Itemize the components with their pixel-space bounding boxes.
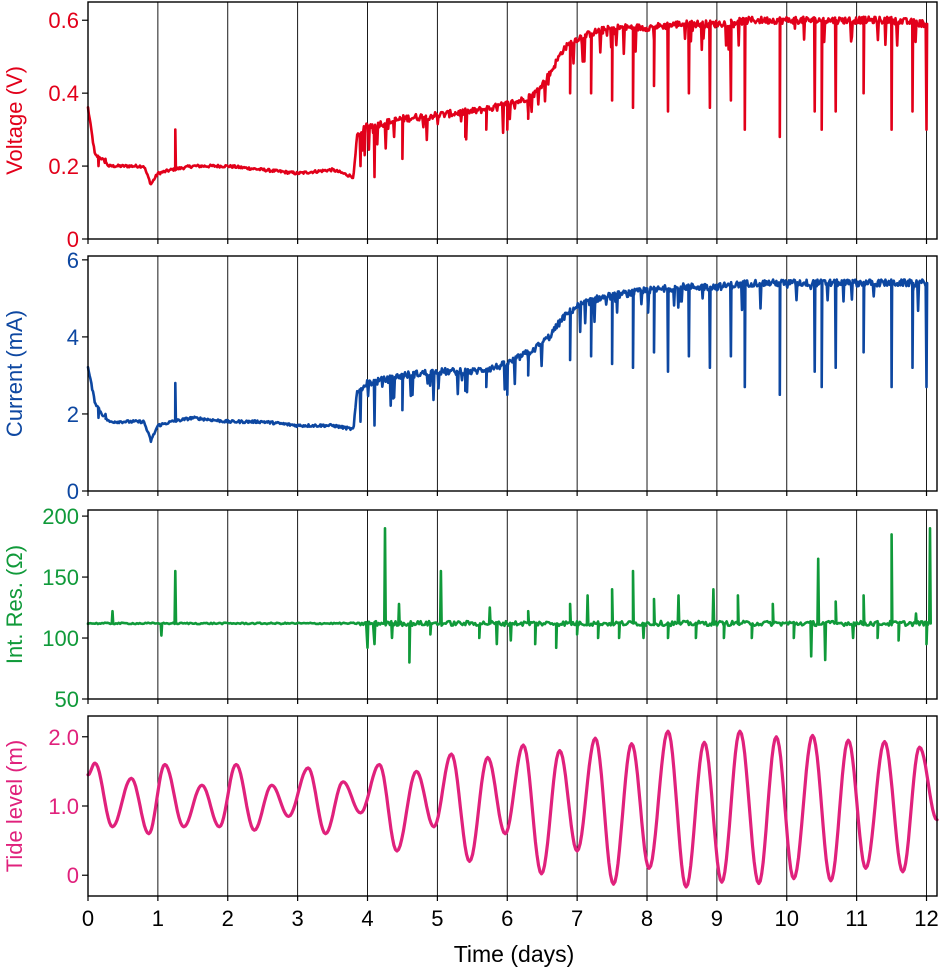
x-tick-label: 12 (914, 906, 938, 931)
x-axis: 0 1 2 3 4 5 6 7 8 9 10 11 12 (82, 906, 939, 931)
x-tick-label: 4 (361, 906, 373, 931)
y-tick-label: 0 (67, 479, 79, 504)
series-line (86, 15, 929, 186)
y-axis-label: Tide level (m) (2, 740, 27, 872)
y-tick-label: 0 (67, 227, 79, 252)
y-tick-label: 4 (67, 325, 79, 350)
x-tick-label: 5 (431, 906, 443, 931)
x-tick-label: 9 (711, 906, 723, 931)
x-tick-label: 8 (641, 906, 653, 931)
y-axis-label: Voltage (V) (2, 66, 27, 175)
panel-1: 0 0.2 0.4 0.6 Voltage (V) (2, 1, 938, 252)
chart-panels: 0 0.2 0.4 0.6 Voltage (V) 0 2 4 6 Current (mA) 50 1… (2, 1, 939, 901)
x-tick-label: 7 (571, 906, 583, 931)
y-axis-label: Current (mA) (2, 310, 27, 437)
y-tick-label: 0.6 (48, 8, 79, 33)
y-tick-label: 200 (42, 504, 79, 529)
panel-3: 50 100 150 200 Int. Res. (Ω) (2, 504, 938, 712)
y-tick-label: 1.0 (48, 794, 79, 819)
series-line (86, 527, 932, 664)
y-axis-label: Int. Res. (Ω) (2, 545, 27, 664)
y-tick-label: 2 (67, 402, 79, 427)
series-line (86, 278, 929, 444)
y-tick-label: 150 (42, 565, 79, 590)
y-tick-label: 0 (67, 863, 79, 888)
x-tick-label: 0 (82, 906, 94, 931)
y-tick-label: 50 (55, 687, 79, 712)
y-tick-label: 2.0 (48, 725, 79, 750)
y-tick-label: 100 (42, 626, 79, 651)
series-line (86, 729, 939, 889)
x-axis-label: Time (days) (454, 941, 575, 967)
x-tick-label: 3 (292, 906, 304, 931)
x-tick-label: 1 (152, 906, 164, 931)
panel-frame (87, 255, 938, 492)
x-tick-label: 11 (845, 906, 868, 931)
x-tick-label: 10 (775, 906, 799, 931)
y-tick-label: 0.2 (48, 154, 79, 179)
x-tick-label: 6 (501, 906, 513, 931)
y-tick-label: 0.4 (48, 81, 79, 106)
panel-frame (87, 509, 938, 700)
panel-4: 0 1.0 2.0 Tide level (m) (2, 715, 939, 901)
panel-frame (87, 1, 938, 240)
x-tick-label: 2 (222, 906, 234, 931)
panel-2: 0 2 4 6 Current (mA) (2, 248, 938, 504)
y-tick-label: 6 (67, 248, 79, 273)
